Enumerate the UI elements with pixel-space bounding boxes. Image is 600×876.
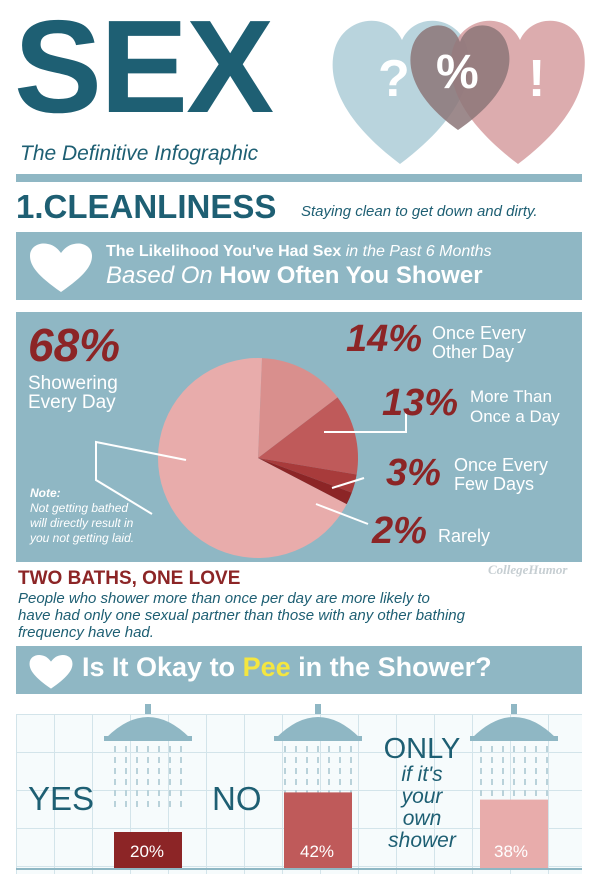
two-baths-line2: have had only one sexual partner than th… bbox=[18, 607, 465, 624]
subtitle: The Definitive Infographic bbox=[20, 142, 259, 165]
heart-percent-icon bbox=[410, 25, 510, 131]
pie-slices bbox=[158, 358, 358, 558]
bar-yes bbox=[114, 832, 182, 868]
bar-no bbox=[284, 792, 352, 868]
leader-few-days bbox=[331, 477, 365, 489]
pee-question-part1: Is It Okay to bbox=[82, 652, 236, 682]
pee-yes-label: YES bbox=[28, 780, 95, 817]
heart-icon-small bbox=[29, 655, 73, 689]
slice-other-day bbox=[258, 358, 338, 458]
hearts-graphic: ? % ! bbox=[332, 20, 585, 164]
label-more-than-line2: Once a Day bbox=[470, 407, 560, 426]
bar-only bbox=[480, 799, 548, 868]
label-more-than-line1: More Than bbox=[470, 387, 552, 406]
label-few-days-pct: 3% bbox=[386, 452, 441, 494]
label-rarely-text: Rarely bbox=[438, 526, 491, 546]
showerhead-icon bbox=[470, 704, 558, 741]
leader-rarely bbox=[315, 503, 369, 525]
heart-icon bbox=[30, 243, 92, 292]
pee-only-line4: shower bbox=[388, 829, 456, 852]
note-line1: Not getting bathed bbox=[30, 501, 129, 515]
note-title: Note: bbox=[30, 486, 61, 500]
leader-more-than bbox=[324, 412, 407, 433]
two-baths-body: People who shower more than once per day… bbox=[18, 590, 465, 641]
section-title: 1.CLEANLINESS bbox=[16, 188, 277, 225]
banner-line2-bold: How Often You Shower bbox=[219, 262, 483, 289]
banner-line1-bold: The Likelihood You've Had Sex bbox=[106, 243, 342, 260]
label-other-day-text: Once Every Other Day bbox=[432, 324, 526, 362]
label-few-days-text: Once Every Few Days bbox=[454, 456, 548, 494]
label-every-day-text: Showering Every Day bbox=[28, 374, 118, 412]
panel-bottom-rule bbox=[16, 868, 582, 870]
leader-every-day bbox=[95, 440, 187, 515]
label-every-day-pct: 68% bbox=[28, 319, 121, 371]
label-other-day-pct: 14% bbox=[346, 318, 423, 360]
slice-more-than bbox=[258, 397, 358, 475]
showerhead-icon bbox=[274, 704, 362, 741]
label-every-day-line1: Showering bbox=[28, 373, 118, 394]
pee-no-label: NO bbox=[212, 780, 262, 817]
heart-question-glyph: ? bbox=[378, 50, 410, 108]
label-rarely-pct: 2% bbox=[372, 510, 427, 552]
label-more-than-pct: 13% bbox=[382, 382, 459, 424]
pee-only-line2: your bbox=[401, 785, 443, 808]
pee-question-highlight: Pee bbox=[242, 652, 291, 682]
pee-banner bbox=[16, 646, 582, 694]
label-other-day-line1: Once Every bbox=[432, 323, 527, 343]
heart-percent-glyph: % bbox=[436, 46, 479, 99]
pee-only-title: ONLY bbox=[383, 733, 461, 765]
heart-exclamation-glyph: ! bbox=[528, 50, 545, 108]
note-line3: you not getting laid. bbox=[30, 531, 135, 545]
pee-no-pct: 42% bbox=[300, 842, 335, 861]
section-tagline: Staying clean to get down and dirty. bbox=[301, 203, 538, 220]
pee-only-line1: if it's bbox=[401, 763, 443, 786]
slice-rarely bbox=[258, 458, 352, 505]
banner-line2: Based On How Often You Shower bbox=[106, 262, 483, 290]
pee-only-label: ONLY if it's your own shower bbox=[376, 734, 468, 852]
pee-question: Is It Okay to Pee in the Shower? bbox=[82, 652, 492, 683]
two-baths-line1: People who shower more than once per day… bbox=[18, 590, 430, 607]
note-line2: will directly result in bbox=[30, 516, 134, 530]
pee-only-pct: 38% bbox=[494, 842, 529, 861]
label-other-day-line2: Other Day bbox=[432, 342, 515, 362]
label-more-than-text: More Than Once a Day bbox=[470, 387, 560, 427]
label-few-days-line1: Once Every bbox=[454, 455, 549, 475]
slice-few-days bbox=[258, 458, 357, 493]
header-divider bbox=[16, 174, 582, 182]
pie-chart bbox=[95, 358, 407, 558]
banner-line2-italic: Based On bbox=[106, 262, 213, 289]
pee-yes-pct: 20% bbox=[130, 842, 165, 861]
banner-line1: The Likelihood You've Had Sex in the Pas… bbox=[106, 243, 492, 261]
shower-banner bbox=[16, 232, 582, 300]
label-few-days-line2: Few Days bbox=[454, 474, 535, 494]
note-box: Note: Not getting bathed will directly r… bbox=[30, 486, 134, 546]
collegehumor-logo: CollegeHumor bbox=[488, 562, 568, 577]
pee-question-part2: in the Shower? bbox=[298, 652, 492, 682]
showerhead-icon bbox=[104, 704, 192, 741]
main-title: SEX bbox=[14, 0, 274, 140]
pee-only-line3: own bbox=[402, 807, 442, 830]
two-baths-line3: frequency have had. bbox=[18, 624, 154, 641]
pee-bars bbox=[104, 704, 558, 868]
banner-line1-italic: in the Past 6 Months bbox=[345, 243, 492, 260]
two-baths-heading: TWO BATHS, ONE LOVE bbox=[18, 568, 241, 589]
slice-every-day bbox=[158, 358, 347, 558]
label-every-day-line2: Every Day bbox=[28, 392, 116, 413]
